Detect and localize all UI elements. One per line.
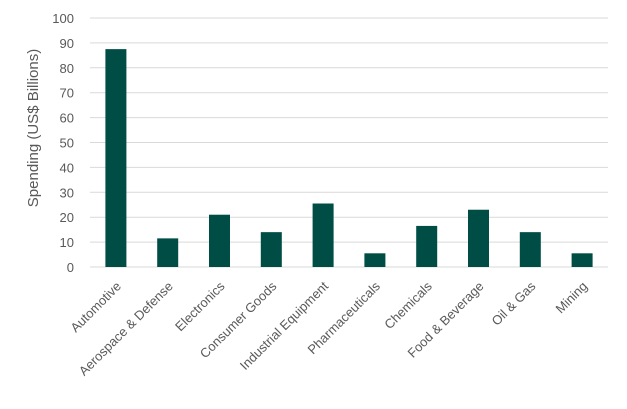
y-tick-label: 90 <box>60 36 74 51</box>
bar <box>468 209 489 267</box>
y-tick-label: 60 <box>60 111 74 126</box>
x-category-label: Aerospace & Defense <box>76 279 176 379</box>
y-tick-label: 40 <box>60 160 74 175</box>
bar <box>157 238 179 267</box>
y-tick-label: 20 <box>60 210 74 225</box>
bars <box>105 49 593 267</box>
bar <box>312 203 334 267</box>
bar <box>260 232 282 267</box>
bar <box>571 253 593 267</box>
x-category-label: Industrial Equipment <box>237 278 332 373</box>
y-tick-label: 30 <box>60 185 74 200</box>
y-axis-ticks: 0 10 20 30 40 50 60 70 80 90 100 <box>52 11 74 275</box>
bar <box>209 214 230 267</box>
x-category-label: Electronics <box>172 278 228 334</box>
y-tick-label: 80 <box>60 61 74 76</box>
y-tick-label: 50 <box>60 136 74 151</box>
bar <box>519 232 541 267</box>
y-tick-label: 10 <box>60 235 74 250</box>
x-category-label: Chemicals <box>381 278 435 332</box>
x-category-label: Mining <box>553 279 591 317</box>
y-tick-label: 100 <box>52 11 74 26</box>
gridlines <box>90 17 608 268</box>
y-tick-label: 70 <box>60 86 74 101</box>
x-category-label: Automotive <box>67 279 124 336</box>
bar <box>105 49 127 267</box>
bar <box>364 253 386 267</box>
x-category-label: Oil & Gas <box>488 278 538 328</box>
y-tick-label: 0 <box>67 260 74 275</box>
y-axis-title: Spending (US$ Billions) <box>25 49 42 207</box>
bar <box>416 225 438 267</box>
